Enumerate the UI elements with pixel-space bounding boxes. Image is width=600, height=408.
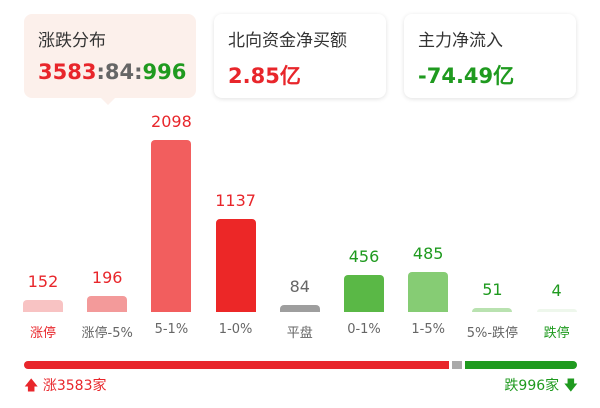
bar-column: 2098 bbox=[151, 112, 192, 312]
value-label: 196 bbox=[91, 267, 123, 287]
flat-count: 84 bbox=[104, 60, 135, 84]
category-label: 跌停 bbox=[543, 326, 570, 341]
value-label: 84 bbox=[289, 277, 310, 297]
down-summary-text: 跌996家 bbox=[504, 378, 560, 394]
value-label: 1137 bbox=[215, 190, 256, 210]
bar-column: 4 bbox=[536, 281, 577, 312]
bar-5[interactable] bbox=[344, 274, 384, 312]
progress-down bbox=[464, 361, 577, 369]
bar-2[interactable] bbox=[151, 140, 192, 312]
card-rise-fall-distribution[interactable]: 涨跌分布 3583:84:996 bbox=[24, 14, 196, 98]
category-label: 平盘 bbox=[286, 326, 313, 341]
bar-column: 51 bbox=[472, 280, 513, 312]
value-label: 485 bbox=[412, 244, 444, 264]
card-northbound-net-buy[interactable]: 北向资金净买额 2.85亿 bbox=[214, 14, 386, 98]
bar-column: 456 bbox=[344, 247, 384, 312]
main-inflow-value: -74.49亿 bbox=[418, 64, 515, 88]
bar-3[interactable] bbox=[215, 218, 256, 312]
value-label: 51 bbox=[482, 279, 503, 299]
card-main-net-inflow[interactable]: 主力净流入 -74.49亿 bbox=[404, 14, 576, 98]
bar-8[interactable] bbox=[536, 309, 577, 312]
category-label: 1-5% bbox=[411, 322, 445, 337]
northbound-value: 2.85亿 bbox=[228, 64, 301, 88]
up-summary: 🡅 涨3583家 bbox=[24, 375, 107, 399]
category-label: 涨停-5% bbox=[81, 326, 133, 341]
down-count: 996 bbox=[142, 60, 187, 84]
up-summary-text: 涨3583家 bbox=[42, 378, 107, 394]
value-label: 4 bbox=[551, 281, 562, 300]
value-label: 2098 bbox=[151, 112, 192, 131]
progress-flat bbox=[451, 361, 462, 369]
bar-6[interactable] bbox=[408, 272, 449, 312]
bar-column: 196 bbox=[87, 268, 128, 312]
progress-up bbox=[24, 361, 449, 369]
arrow-up-icon: 🡅 bbox=[24, 378, 39, 394]
bar-4[interactable] bbox=[279, 305, 320, 312]
bar-0[interactable] bbox=[23, 299, 63, 312]
value-label: 456 bbox=[348, 246, 380, 266]
arrow-down-icon: 🡇 bbox=[563, 378, 578, 394]
category-label: 0-1% bbox=[347, 322, 381, 337]
value-label: 152 bbox=[27, 271, 59, 291]
card-title: 涨跌分布 bbox=[38, 31, 106, 51]
active-card-pointer bbox=[100, 97, 116, 105]
separator: : bbox=[134, 60, 143, 84]
down-summary: 跌996家 🡇 bbox=[504, 375, 578, 399]
category-label: 涨停 bbox=[29, 326, 56, 341]
bar-column: 84 bbox=[279, 277, 320, 312]
card-title: 北向资金净买额 bbox=[228, 31, 347, 51]
category-label: 1-0% bbox=[218, 322, 253, 337]
bar-column: 152 bbox=[23, 272, 63, 312]
card-title: 主力净流入 bbox=[418, 31, 503, 51]
bar-1[interactable] bbox=[87, 295, 128, 312]
category-label: 5-1% bbox=[154, 322, 189, 337]
separator: : bbox=[96, 60, 105, 84]
bar-column: 1137 bbox=[215, 191, 256, 312]
bar-7[interactable] bbox=[472, 307, 513, 312]
category-label: 5%-跌停 bbox=[466, 326, 519, 341]
up-count: 3583 bbox=[38, 60, 97, 84]
bar-column: 485 bbox=[408, 244, 449, 312]
